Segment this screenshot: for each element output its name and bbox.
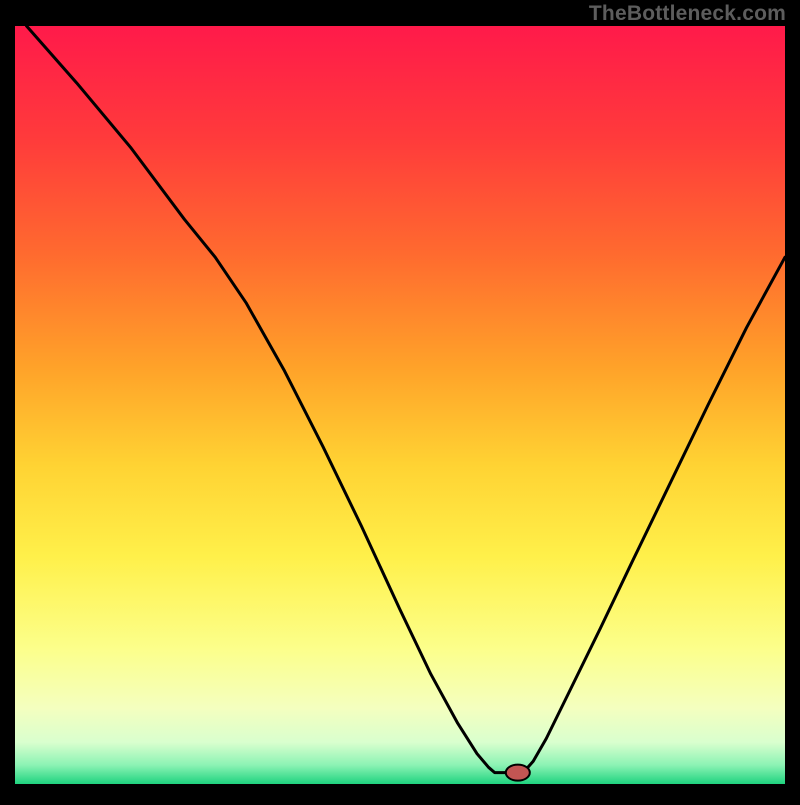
chart-plot-area <box>15 26 785 784</box>
chart-svg <box>0 0 800 800</box>
bottleneck-chart: TheBottleneck.com <box>0 0 800 800</box>
watermark-text: TheBottleneck.com <box>589 2 786 26</box>
optimal-point-marker <box>506 765 530 781</box>
